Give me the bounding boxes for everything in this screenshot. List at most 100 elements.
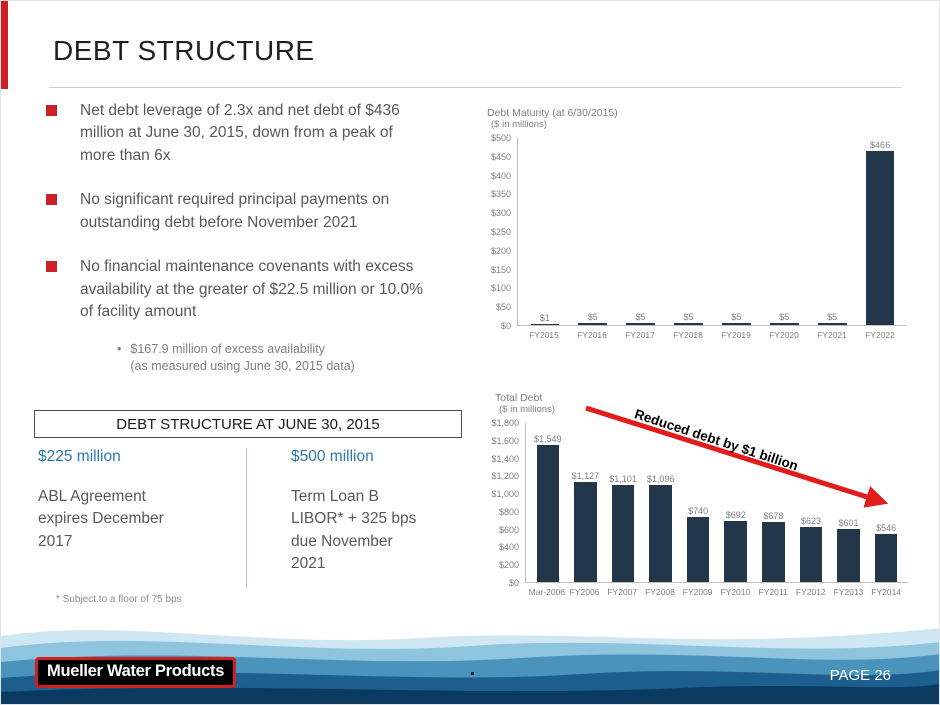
bar <box>817 323 847 325</box>
y-tick-label: $450 <box>490 151 511 162</box>
y-tick-label: $200 <box>498 560 519 571</box>
bar-column: $740 <box>679 423 717 582</box>
y-tick-label: $50 <box>495 302 511 313</box>
bullet-item: Net debt leverage of 2.3x and net debt o… <box>46 100 428 167</box>
bar <box>674 323 703 325</box>
bar-value-label: $466 <box>870 139 891 150</box>
bar <box>865 150 895 325</box>
debt-maturity-chart: Debt Maturity (at 6/30/2015) ($ in milli… <box>479 107 907 340</box>
x-tick-label: FY2021 <box>817 330 847 340</box>
x-axis-labels: Mar-2006 FY2006 FY2007 FY2008 FY2009 FY2010 FY… <box>525 583 908 597</box>
bar-value-label: $546 <box>876 522 897 533</box>
plot-area: $1 $5 $5 $5 $5 $5 $5 $466 <box>517 138 907 326</box>
x-tick-label: FY2016 <box>577 330 607 340</box>
bar-column: $623 <box>792 423 830 582</box>
chart-plot-row: $0 $50 $100 $150 $200 $250 $300 $350 $400 $450 $50… <box>479 133 907 331</box>
bar-column: $692 <box>717 423 755 582</box>
bar-column: $1,096 <box>642 423 680 582</box>
bar-column: $5 <box>617 138 665 325</box>
x-tick-label: FY2019 <box>721 330 751 340</box>
bar <box>536 445 560 582</box>
x-tick-label: FY2011 <box>758 587 788 597</box>
x-tick-label: FY2006 <box>569 587 600 597</box>
y-tick-label: $150 <box>490 264 511 275</box>
x-tick-label: FY2015 <box>529 330 559 340</box>
bar-column: $1,127 <box>567 423 605 582</box>
bar <box>799 526 823 582</box>
bar-value-label: $5 <box>779 312 790 323</box>
bar-value-label: $1,549 <box>534 434 562 445</box>
debt-structure-header-box: DEBT STRUCTURE AT JUNE 30, 2015 <box>34 410 462 438</box>
x-tick-label: FY2022 <box>865 330 895 340</box>
x-tick-label: FY2007 <box>607 587 638 597</box>
water-wave-footer: Mueller Water Products PAGE 26 <box>1 616 939 704</box>
bar-column: $5 <box>665 138 713 325</box>
bar <box>530 324 560 325</box>
bar-column: $466 <box>856 138 904 325</box>
chart-plot-row: $0 $200 $400 $600 $800 $1,000 $1,200 $1,400 $1,6… <box>487 418 908 588</box>
y-tick-label: $1,400 <box>491 453 519 464</box>
bullet-square-icon <box>46 194 57 206</box>
bullet-list: Net debt leverage of 2.3x and net debt o… <box>46 100 428 398</box>
abl-column: $225 million ABL Agreement expires Decem… <box>38 448 246 588</box>
y-tick-label: $600 <box>498 524 519 535</box>
x-tick-label: FY2018 <box>673 330 703 340</box>
bar-column: $1,101 <box>604 423 642 582</box>
x-tick-label: FY2020 <box>769 330 799 340</box>
y-tick-label: $100 <box>490 283 511 294</box>
bullet-square-icon <box>46 261 57 273</box>
page-number: PAGE 26 <box>829 667 891 684</box>
bar <box>649 485 672 582</box>
bullet-item: No financial maintenance covenants with … <box>46 256 428 375</box>
bar-value-label: $5 <box>731 312 742 323</box>
bar <box>578 323 608 325</box>
term-loan-amount: $500 million <box>291 448 374 465</box>
y-tick-label: $200 <box>490 245 511 256</box>
bullet-square-icon <box>46 105 57 116</box>
bar-value-label: $740 <box>688 505 709 516</box>
y-tick-label: $250 <box>490 227 511 237</box>
bar-column: $546 <box>867 423 905 582</box>
x-tick-label: FY2017 <box>625 330 655 340</box>
mueller-water-products-logo: Mueller Water Products <box>35 657 237 688</box>
accent-stripe <box>1 1 8 89</box>
footnote: * Subject to a floor of 75 bps <box>56 594 182 605</box>
bar-value-label: $5 <box>683 312 694 323</box>
chart-title: Debt Maturity (at 6/30/2015) <box>487 107 618 119</box>
bar-value-label: $623 <box>800 515 821 526</box>
chart-subtitle: ($ in millions) <box>499 404 555 415</box>
title-divider <box>49 87 901 88</box>
term-loan-description: Term Loan B LIBOR* + 325 bps due Novembe… <box>291 488 417 573</box>
y-axis: $0 $200 $400 $600 $800 $1,000 $1,200 $1,400 $1,6… <box>487 418 525 588</box>
x-tick-label: FY2012 <box>795 587 826 597</box>
y-tick-label: $500 <box>490 133 511 143</box>
bar-value-label: $5 <box>635 312 646 323</box>
bar-value-label: $601 <box>838 517 859 528</box>
debt-structure-columns: $225 million ABL Agreement expires Decem… <box>38 448 462 588</box>
bar <box>722 323 751 325</box>
bar-column: $678 <box>755 423 793 582</box>
y-tick-label: $300 <box>490 208 511 219</box>
y-tick-label: $0 <box>508 578 519 588</box>
chart-subtitle: ($ in millions) <box>491 119 547 130</box>
x-tick-label: FY2010 <box>720 587 751 597</box>
y-tick-label: $400 <box>498 542 519 553</box>
abl-description: ABL Agreement expires December 2017 <box>38 488 164 550</box>
bar <box>611 484 635 582</box>
bar-value-label: $678 <box>763 511 784 522</box>
x-tick-label: FY2009 <box>682 587 713 597</box>
bullet-text: Net debt leverage of 2.3x and net debt o… <box>80 102 400 164</box>
page-title: DEBT STRUCTURE <box>53 35 315 66</box>
bar <box>837 528 860 582</box>
y-tick-label: $350 <box>490 189 511 200</box>
y-tick-label: $1,000 <box>491 489 519 500</box>
bar-value-label: $692 <box>725 509 746 520</box>
y-tick-label: $1,200 <box>491 471 519 482</box>
bar-column: $1 <box>521 138 569 325</box>
x-tick-label: Mar-2006 <box>528 587 566 597</box>
bar-value-label: $5 <box>587 312 598 323</box>
bar-column: $1,549 <box>529 423 567 582</box>
y-tick-label: $1,600 <box>491 435 519 446</box>
total-debt-chart: Total Debt ($ in millions) $0 $200 $400 $60… <box>487 392 908 597</box>
